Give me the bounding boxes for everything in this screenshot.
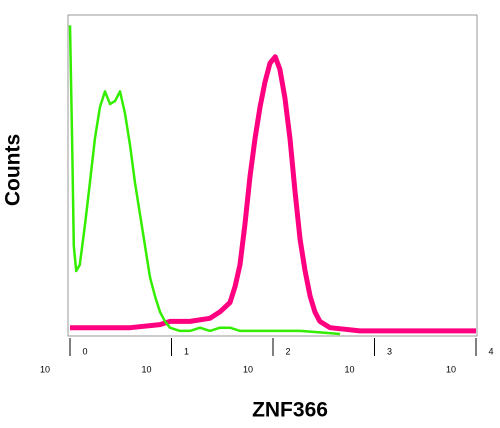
y-axis-title: Counts [2,134,25,206]
x-tick-exponent: 0 [82,346,87,356]
x-tick-label: 10 [141,364,151,374]
plot-frame [67,14,478,337]
histogram-line [70,54,476,334]
x-tick-label: 10 [40,364,50,374]
x-tick-exponent: 4 [488,346,493,356]
x-tick-exponent: 1 [184,346,189,356]
x-tick-label: 10 [344,364,354,374]
histogram-line [68,25,341,336]
x-tick-label: 10 [446,364,456,374]
x-tick-exponent: 3 [387,346,392,356]
x-tick-exponent: 2 [285,346,290,356]
x-tick-label: 10 [243,364,253,374]
x-axis-title: ZNF366 [252,399,328,422]
